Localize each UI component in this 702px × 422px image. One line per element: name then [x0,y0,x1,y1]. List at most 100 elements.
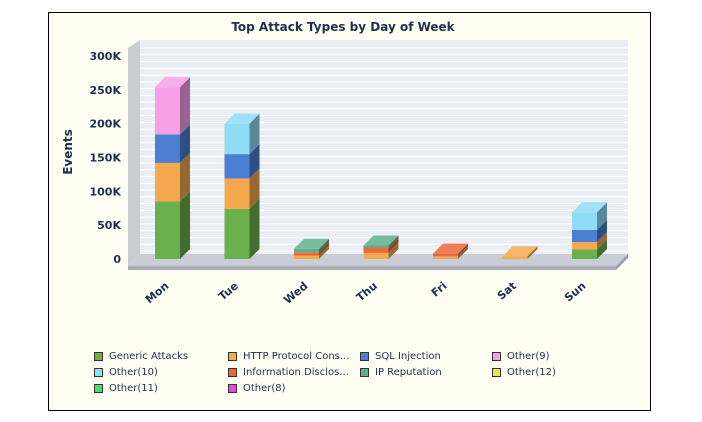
legend-label: Other(8) [243,383,286,394]
x-tick-label: Thu [354,279,380,304]
legend-label: Other(9) [507,351,550,362]
legend-label: Other(10) [109,367,158,378]
legend-label: Other(11) [109,383,158,394]
bar-sat-http-protocol-cons-top [502,246,538,257]
bar-wed-information-disclos-side [319,242,329,256]
legend-swatch [492,368,501,377]
bar-mon-http-protocol-cons-side [180,152,190,202]
bar-stack-sat [502,246,538,259]
legend-swatch [360,368,369,377]
y-tick-label: 50K [97,219,121,232]
legend-item: Information Disclos... [228,367,349,378]
legend-swatch [94,352,103,361]
bar-thu-ip-reputation-top [363,235,399,246]
bar-fri-information-disclos-top [433,243,468,254]
bar-sun-sql-injection-side [597,219,607,243]
bar-tue-generic-attacks [224,208,250,259]
legend-swatch [492,352,501,361]
bar-mon-other-9-side [180,77,190,135]
bar-sun-generic-attacks [572,249,597,259]
bar-stack-fri [433,243,468,259]
bar-sun-other-10-top [572,202,607,213]
legend-item: Other(10) [94,367,158,378]
bar-thu-http-protocol-cons [363,252,389,259]
legend-swatch [228,384,237,393]
legend-item: Other(8) [228,383,286,394]
x-tick-label: Mon [143,279,172,306]
legend-label: Generic Attacks [109,351,189,362]
bar-stack-tue [224,113,260,259]
bar-wed-http-protocol-cons [294,255,319,259]
bar-tue-sql-injection-side [249,144,260,179]
bar-sun-http-protocol-cons-side [597,232,607,250]
bar-fri-http-protocol-cons [433,256,458,259]
plot-floor-corner [616,254,628,270]
x-tick-label: Wed [281,279,310,306]
bar-sat-http-protocol-cons-side [527,246,538,259]
legend-swatch [360,352,369,361]
plot-side-wall [128,40,140,266]
bar-mon-other-9 [155,87,180,135]
y-tick-label: 250K [90,84,122,97]
bar-thu-ip-reputation-side [388,235,399,248]
legend-swatch [228,352,237,361]
legend-item: HTTP Protocol Cons... [228,351,349,362]
bar-fri-information-disclos-side [458,243,468,257]
bar-thu-ip-reputation [363,245,389,248]
bar-thu-http-protocol-cons-side [388,242,399,259]
bar-tue-other-10-side [249,113,260,155]
bar-mon-generic-attacks [155,201,180,259]
legend-swatch [94,368,103,377]
bar-wed-http-protocol-cons-side [319,245,329,259]
legend-item: Other(9) [492,351,550,362]
y-tick-label: 200K [90,118,122,131]
bar-sun-generic-attacks-side [597,239,607,259]
bar-tue-http-protocol-cons [224,178,250,209]
bar-thu-information-disclos [363,247,389,253]
bar-stack-mon [155,77,190,259]
bar-fri-information-disclos [433,253,458,257]
bar-mon-sql-injection-side [180,124,190,163]
plot-floor-edge [128,266,616,270]
bar-wed-information-disclos [294,252,319,256]
legend-swatch [94,384,103,393]
bar-wed-ip-reputation-top [294,238,329,249]
legend-item: IP Reputation [360,367,442,378]
legend-label: SQL Injection [375,351,441,362]
bar-tue-sql-injection [224,154,250,179]
bar-stack-wed [294,238,329,259]
bar-mon-sql-injection [155,134,180,163]
bar-tue-http-protocol-cons-side [249,168,260,209]
bar-sat-http-protocol-cons [502,256,528,259]
bar-tue-other-10-top [224,113,260,124]
x-tick-label: Tue [216,279,241,303]
x-tick-label: Sat [495,279,519,302]
bar-mon-generic-attacks-side [180,191,190,259]
legend-item: Generic Attacks [94,351,188,362]
legend-label: Information Disclos... [243,367,349,378]
legend-label: HTTP Protocol Cons... [243,351,350,362]
bar-wed-ip-reputation [294,248,319,253]
x-tick-label: Sun [562,279,588,304]
y-tick-label: 300K [90,50,122,63]
legend-item: Other(11) [94,383,158,394]
x-tick-label: Fri [429,279,450,299]
bar-sun-other-10-side [597,202,607,230]
bar-tue-generic-attacks-side [249,198,260,259]
y-tick-label: 0 [113,253,121,266]
y-tick-label: 150K [90,152,122,165]
bar-sun-other-10 [572,212,597,230]
legend-label: IP Reputation [375,367,442,378]
y-tick-label: 100K [90,185,122,198]
bar-sun-http-protocol-cons [572,242,597,250]
legend-label: Other(12) [507,367,556,378]
bar-stack-thu [363,235,399,259]
bar-mon-other-9-top [155,77,190,88]
y-axis-label: Events [61,129,75,175]
legend-swatch [228,368,237,377]
bar-stack-sun [572,202,607,259]
bar-wed-ip-reputation-side [319,238,329,253]
bar-mon-http-protocol-cons [155,162,180,202]
bar-sun-sql-injection [572,229,597,243]
